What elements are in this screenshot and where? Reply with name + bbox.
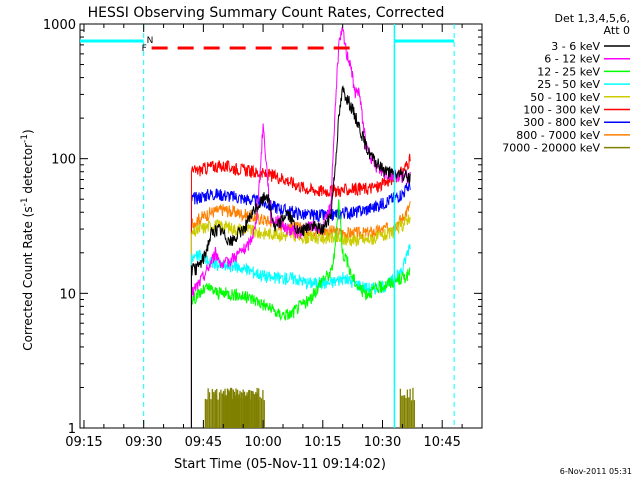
legend-entry-label: 6 - 12 keV <box>544 53 600 66</box>
y-axis-label-sup2: -1 <box>20 134 30 143</box>
y-axis-label-end: ) <box>21 129 35 134</box>
y-axis-label-sup1: -1 <box>20 197 30 206</box>
y-tick-label: 1 <box>68 422 76 437</box>
y-axis-label-main: Corrected Count Rate (s <box>21 206 35 350</box>
y-tick-label: 1000 <box>43 18 76 33</box>
x-tick-label: 10:15 <box>304 435 341 450</box>
x-tick-label: 09:15 <box>65 435 102 450</box>
x-tick-label: 10:45 <box>423 435 460 450</box>
legend-entry-label: 800 - 7000 keV <box>516 129 600 142</box>
legend-entry-label: 100 - 300 keV <box>523 104 600 117</box>
legend-entry-label: 25 - 50 keV <box>537 78 600 91</box>
series-6-12-kev-line <box>190 25 411 428</box>
y-tick-label: 10 <box>59 287 76 302</box>
flare-label: F <box>142 44 147 54</box>
x-tick-label: 09:45 <box>185 435 222 450</box>
marker-layer: NF <box>80 24 455 428</box>
footer-date: 6-Nov-2011 05:31 <box>560 467 632 476</box>
series-300-800-kev-line <box>190 180 411 428</box>
legend-entry-label: 300 - 800 keV <box>523 116 600 129</box>
axis-layer: 1 10 100 1000 09:15 09:30 09:45 10:00 10:15 10:30… <box>43 18 482 450</box>
x-tick-label: 10:30 <box>364 435 401 450</box>
series-layer <box>190 25 415 428</box>
x-tick-label: 10:00 <box>244 435 281 450</box>
series-25-50-kev-line <box>190 244 411 428</box>
x-tick-label: 09:30 <box>125 435 162 450</box>
legend-entry-label: 50 - 100 keV <box>530 91 600 104</box>
series-3-6-kev-line <box>190 85 411 428</box>
y-axis-label-mid: detector <box>21 143 35 198</box>
plot-frame <box>79 23 483 429</box>
plot-area <box>79 23 483 429</box>
legend-header-line1: Det 1,3,4,5,6, <box>554 12 630 25</box>
legend-header-line2: Att 0 <box>604 24 630 37</box>
chart-title: HESSI Observing Summary Count Rates, Cor… <box>88 5 445 21</box>
legend-entry-label: 12 - 25 keV <box>537 65 600 78</box>
legend-entry-label: 7000 - 20000 keV <box>502 142 600 155</box>
legend-entry-label: 3 - 6 keV <box>551 40 600 53</box>
series-100-300-kev-line <box>190 153 411 428</box>
y-tick-label: 100 <box>51 153 76 168</box>
y-axis-label: Corrected Count Rate (s-1 detector-1) <box>20 129 35 350</box>
x-axis-label: Start Time (05-Nov-11 09:14:02) <box>174 457 386 472</box>
night-label: N <box>147 36 154 46</box>
series-800-7000-kev-line <box>190 201 411 428</box>
series-12-25-kev-line <box>190 199 411 428</box>
